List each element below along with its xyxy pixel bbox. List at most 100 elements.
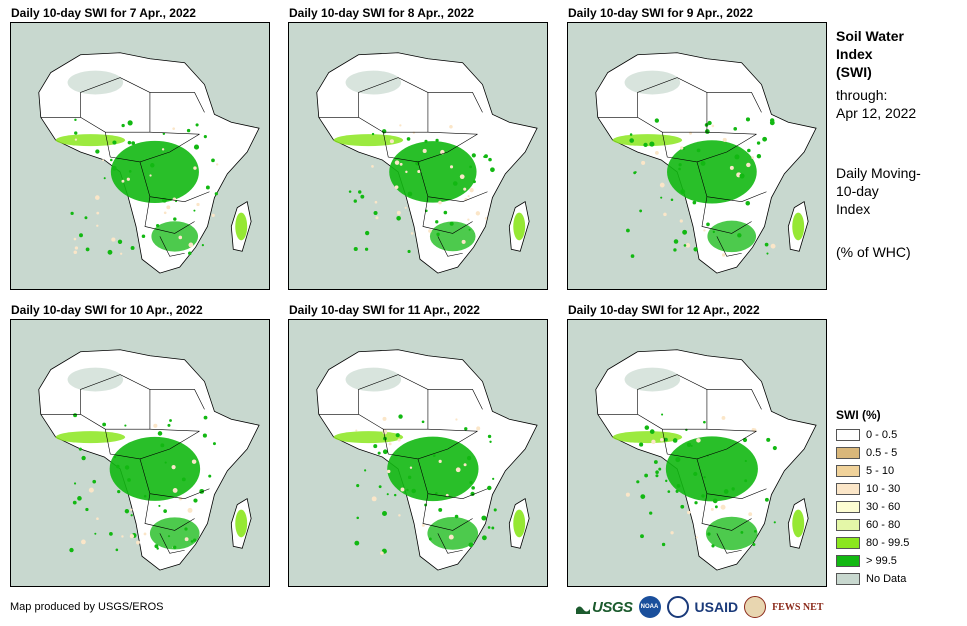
swi-speckle <box>670 531 674 535</box>
noaa-logo: NOAA <box>638 596 661 618</box>
swi-speckle <box>438 200 442 205</box>
swi-speckle <box>74 131 78 135</box>
swi-speckle <box>85 247 90 252</box>
country-border <box>422 493 473 531</box>
swi-speckle <box>172 545 177 550</box>
swi-speckle <box>214 192 218 196</box>
swi-speckle <box>481 535 487 541</box>
swi-speckle <box>487 526 491 529</box>
country-border <box>716 236 742 257</box>
swi-speckle <box>692 200 697 205</box>
swi-speckle <box>694 501 698 505</box>
country-border <box>427 389 483 410</box>
swi-speckle <box>452 181 458 186</box>
country-border <box>701 196 752 234</box>
legend-item: > 99.5 <box>836 552 909 570</box>
swi-speckle <box>406 137 411 141</box>
swi-speckle <box>163 509 167 513</box>
swi-speckle <box>411 488 416 494</box>
swi-speckle <box>103 177 106 180</box>
swi-speckle <box>128 170 132 173</box>
swi-speckle <box>746 162 751 168</box>
country-border <box>696 161 767 202</box>
legend-swatch <box>836 501 860 513</box>
swi-speckle <box>143 494 147 498</box>
swi-speckle <box>644 473 649 478</box>
nodata-sahara <box>345 70 402 95</box>
legend-item: 0 - 0.5 <box>836 426 909 444</box>
wet-zone-west <box>612 431 683 444</box>
swi-speckle <box>377 451 381 455</box>
swi-speckle <box>88 487 94 493</box>
swi-speckle <box>364 247 369 251</box>
swi-speckle <box>712 230 715 234</box>
swi-speckle <box>389 139 394 144</box>
swi-speckle <box>696 148 701 153</box>
swi-speckle <box>740 530 744 534</box>
swi-speckle <box>121 179 125 183</box>
swi-speckle <box>187 507 193 513</box>
wet-zone-central <box>665 436 758 502</box>
swi-speckle <box>653 460 658 464</box>
swi-speckle <box>163 211 167 215</box>
swi-speckle <box>212 442 216 446</box>
swi-speckle <box>704 123 709 127</box>
swi-speckle <box>438 507 443 512</box>
swi-speckle <box>443 210 448 215</box>
wet-zone-central <box>387 436 479 502</box>
nodata-sahara <box>67 367 124 392</box>
swi-speckle <box>356 516 359 520</box>
swi-speckle <box>445 493 449 497</box>
swi-speckle <box>393 493 397 497</box>
swi-speckle <box>693 247 698 252</box>
usgs-logo: USGS <box>576 599 633 616</box>
swi-speckle <box>639 442 644 447</box>
swi-speckle <box>178 496 183 501</box>
wet-zone-central <box>667 140 757 204</box>
swi-speckle <box>153 423 158 428</box>
swi-speckle <box>407 249 411 254</box>
legend-label: 5 - 10 <box>866 465 895 477</box>
swi-speckle <box>172 127 176 131</box>
swi-speckle <box>388 442 392 446</box>
swi-speckle <box>126 177 130 181</box>
swi-speckle <box>74 138 78 141</box>
legend-swatch <box>836 519 860 531</box>
country-border <box>159 533 185 554</box>
swi-speckle <box>382 510 387 516</box>
swi-speckle <box>121 123 125 128</box>
swi-speckle <box>770 243 776 249</box>
swi-speckle <box>678 163 682 167</box>
swi-speckle <box>203 135 207 139</box>
country-border <box>437 533 463 554</box>
swi-speckle <box>73 237 77 241</box>
swi-speckle <box>181 477 186 482</box>
africa-map-5 <box>289 320 547 586</box>
swi-speckle <box>471 486 475 490</box>
swi-speckle <box>84 216 88 220</box>
swi-map-2 <box>288 22 548 290</box>
wet-zone-south <box>707 220 757 253</box>
swi-speckle <box>461 239 466 244</box>
swi-speckle <box>679 219 683 223</box>
legend-swatch <box>836 447 860 459</box>
usaid-text: USAID <box>694 599 739 615</box>
swi-speckle <box>143 532 147 536</box>
swi-speckle <box>203 415 208 420</box>
desc-line2: 10-day <box>836 183 879 199</box>
fews-globe-icon <box>744 596 767 618</box>
swi-speckle <box>490 167 495 173</box>
swi-speckle <box>130 246 135 250</box>
swi-speckle <box>166 205 171 210</box>
country-border <box>139 458 210 499</box>
through-date: Apr 12, 2022 <box>836 105 917 121</box>
swi-speckle <box>70 211 74 216</box>
swi-speckle <box>73 413 78 418</box>
swi-speckle <box>85 507 89 512</box>
swi-speckle <box>625 492 630 497</box>
swi-speckle <box>762 136 768 142</box>
swi-speckle <box>469 165 473 169</box>
swi-speckle <box>111 165 117 171</box>
swi-speckle <box>487 485 492 491</box>
swi-speckle <box>353 246 358 252</box>
